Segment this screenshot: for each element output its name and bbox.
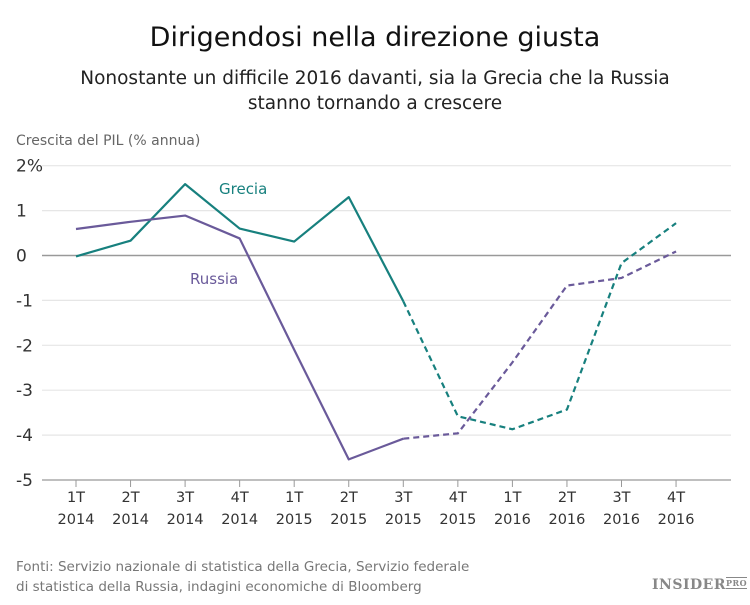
x-tick-label: 3T bbox=[176, 490, 194, 506]
source-line-1: Fonti: Servizio nazionale di statistica … bbox=[16, 559, 470, 575]
x-tick-label: 2014 bbox=[167, 512, 204, 528]
x-tick-label: 4T bbox=[667, 490, 685, 506]
y-tick-label: -4 bbox=[16, 426, 33, 446]
series-forecast-line-grecia bbox=[402, 222, 677, 431]
y-axis-label: Crescita del PIL (% annua) bbox=[16, 133, 201, 149]
subtitle-line-2: stanno tornando a crescere bbox=[247, 93, 503, 114]
x-tick-label: 2015 bbox=[385, 512, 422, 528]
y-tick-label: 0 bbox=[16, 247, 27, 267]
y-tick-label: -1 bbox=[16, 291, 33, 311]
x-tick-label: 4T bbox=[231, 490, 249, 506]
y-tick-label: -5 bbox=[16, 471, 33, 491]
y-tick-label: 2% bbox=[16, 157, 43, 177]
x-tick-label: 1T bbox=[285, 490, 303, 506]
series-label-grecia: Grecia bbox=[219, 180, 267, 198]
series-line-grecia bbox=[75, 183, 405, 302]
y-tick-label: -3 bbox=[16, 381, 33, 401]
x-tick-label: 2016 bbox=[494, 512, 531, 528]
y-tick-label: 1 bbox=[16, 202, 27, 222]
x-tick-label: 3T bbox=[394, 490, 412, 506]
x-tick-label: 2T bbox=[558, 490, 576, 506]
x-tick-label: 2015 bbox=[276, 512, 313, 528]
x-tick-label: 3T bbox=[612, 490, 630, 506]
source-note: Fonti: Servizio nazionale di statistica … bbox=[16, 557, 469, 597]
y-tick-label: -2 bbox=[16, 336, 33, 356]
series-forecast-line-russia bbox=[403, 250, 677, 440]
x-tick-label: 2016 bbox=[658, 512, 695, 528]
insider-pro-logo: INSIDERPRO bbox=[652, 577, 748, 593]
x-tick-label: 1T bbox=[67, 490, 85, 506]
x-tick-label: 2016 bbox=[603, 512, 640, 528]
series-label-russia: Russia bbox=[190, 270, 238, 288]
x-tick-label: 2T bbox=[122, 490, 140, 506]
series-line-russia bbox=[75, 214, 404, 461]
x-tick-label: 2015 bbox=[439, 512, 476, 528]
source-line-2: di statistica della Russia, indagini eco… bbox=[16, 579, 422, 595]
x-tick-label: 1T bbox=[503, 490, 521, 506]
x-tick-label: 2014 bbox=[58, 512, 95, 528]
chart-title: Dirigendosi nella direzione giusta bbox=[149, 22, 601, 53]
x-tick-label: 2014 bbox=[221, 512, 258, 528]
chart-subtitle: Nonostante un difficile 2016 davanti, si… bbox=[0, 66, 750, 116]
x-tick-label: 2015 bbox=[330, 512, 367, 528]
subtitle-line-1: Nonostante un difficile 2016 davanti, si… bbox=[80, 68, 670, 89]
x-tick-label: 2016 bbox=[548, 512, 585, 528]
x-tick-label: 4T bbox=[449, 490, 467, 506]
x-tick-label: 2014 bbox=[112, 512, 149, 528]
x-tick-label: 2T bbox=[340, 490, 358, 506]
